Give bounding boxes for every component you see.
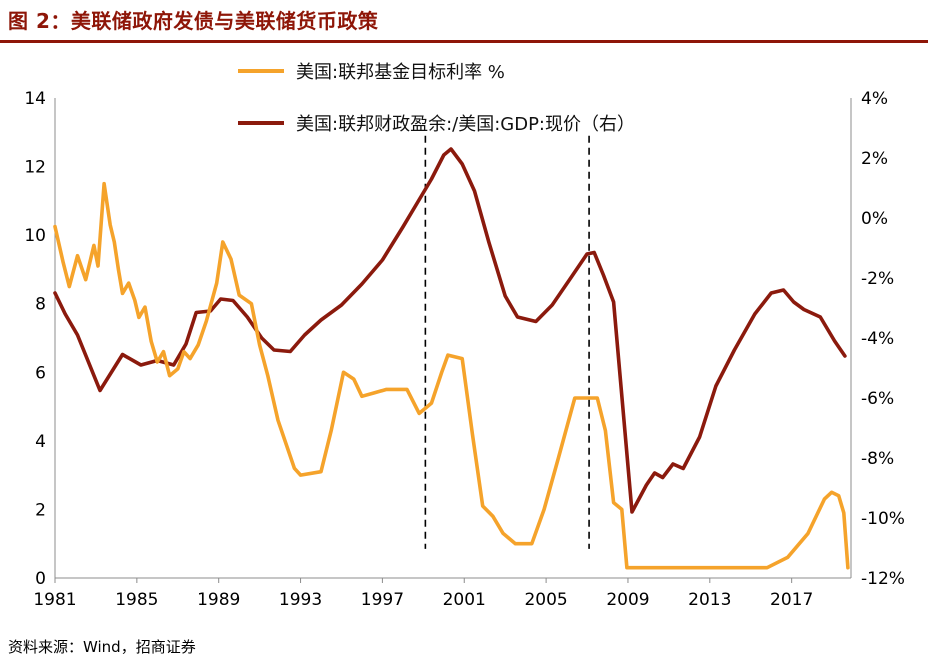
x-axis-tick-label: 2009: [606, 590, 649, 610]
x-axis-tick-label: 2001: [443, 590, 486, 610]
y-left-tick-label: 4: [35, 432, 46, 452]
y-right-tick-label: -4%: [861, 329, 894, 349]
series-line-fiscal-surplus-to-gdp: [53, 147, 847, 514]
data-source-text: 资料来源：Wind，招商证券: [8, 638, 196, 656]
legend-swatch-maroon-line: [238, 121, 284, 125]
x-axis-tick-label: 2013: [688, 590, 731, 610]
y-right-tick-label: -12%: [861, 569, 905, 589]
x-axis-tick-label: 1993: [279, 590, 322, 610]
y-left-tick-label: 8: [35, 295, 46, 315]
dual-axis-line-chart: 1981 1985 1989 1993 1997 2001 2005 2009 2013 2017…: [24, 89, 905, 610]
series-line-fed-funds-target-rate: [53, 181, 850, 570]
data-source-line: 资料来源：Wind，招商证券: [8, 636, 196, 657]
y-right-tick-label: 2%: [861, 149, 888, 169]
y-left-tick-label: 6: [35, 363, 46, 383]
y-right-tick-label: -10%: [861, 509, 905, 529]
y-right-tick-label: -2%: [861, 269, 894, 289]
x-axis-tick-label: 1981: [33, 590, 76, 610]
x-axis-tick-label: 2017: [770, 590, 813, 610]
y-left-tick-label: 2: [35, 500, 46, 520]
y-left-tick-label: 14: [24, 89, 46, 109]
y-right-tick-label: -8%: [861, 449, 894, 469]
chart-legend: 美国:联邦基金目标利率 % 美国:联邦财政盈余:/美国:GDP:现价（右）: [238, 58, 635, 162]
x-axis-tick-label: 1997: [361, 590, 404, 610]
y-left-tick-label: 10: [24, 226, 46, 246]
y-left-tick-label: 12: [24, 158, 46, 178]
y-left-tick-label: 0: [35, 569, 46, 589]
x-axis-tick-label: 1985: [115, 590, 158, 610]
figure-title: 图 2：美联储政府发债与美联储货币政策: [8, 9, 379, 33]
legend-item-fed-funds-rate: 美国:联邦基金目标利率 %: [238, 58, 635, 84]
legend-label-fiscal-surplus-gdp: 美国:联邦财政盈余:/美国:GDP:现价（右）: [296, 114, 635, 135]
legend-swatch-orange-line: [238, 69, 284, 73]
y-right-tick-label: 0%: [861, 209, 888, 229]
legend-label-fed-funds-rate: 美国:联邦基金目标利率 %: [296, 62, 505, 83]
legend-item-fiscal-surplus-gdp: 美国:联邦财政盈余:/美国:GDP:现价（右）: [238, 110, 635, 136]
figure-title-bar: 图 2：美联储政府发债与美联储货币政策: [0, 0, 928, 43]
y-right-tick-label: 4%: [861, 89, 888, 109]
x-axis-tick-label: 2005: [524, 590, 567, 610]
x-axis-tick-label: 1989: [197, 590, 240, 610]
y-right-tick-label: -6%: [861, 389, 894, 409]
